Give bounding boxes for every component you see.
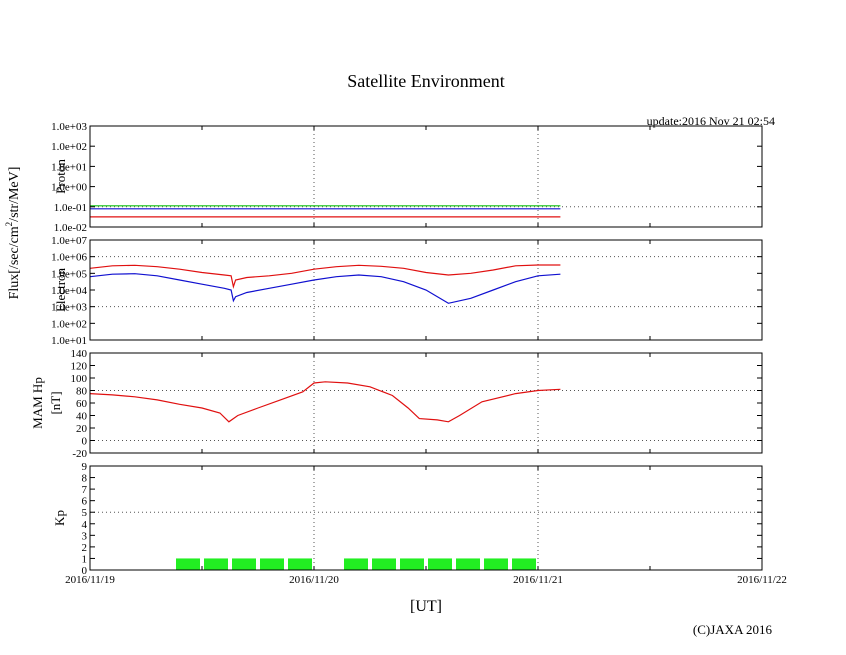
panel-electron: 1.0e+01 1.0e+02 1.0e+03 1.0e+04 1.0e+05 1.0e+…: [51, 235, 763, 347]
y-tick-label: 100: [71, 373, 88, 385]
y-tick-label: 1.0e+07: [51, 235, 87, 247]
kp-bar: [204, 558, 228, 570]
y-tick-label: 140: [71, 348, 88, 360]
y-tick-label: 8: [82, 473, 88, 485]
y-tick-label: 1.0e+00: [51, 182, 87, 194]
y-tick-label: 80: [76, 386, 88, 398]
flux-label-rest: /str/MeV]: [7, 167, 22, 222]
y-tick-label: 20: [76, 423, 88, 435]
kp-bar: [456, 558, 480, 570]
x-axis-label: [UT]: [410, 598, 442, 615]
panel-proton: 1.0e-02 1.0e-01 1.0e+00 1.0e+01 1.0e+02 1.0e+…: [51, 121, 763, 234]
kp-bar: [484, 558, 508, 570]
y-tick-label: 1.0e+03: [51, 121, 87, 133]
copyright: (C)JAXA 2016: [693, 622, 773, 637]
flux-axis-label: Flux[/sec/cm2/str/MeV]: [4, 167, 22, 300]
chart-title: Satellite Environment: [347, 71, 504, 91]
y-tick-label: 1: [82, 553, 88, 565]
panel-frame: [89, 125, 763, 228]
y-tick-label: 1.0e+01: [51, 161, 87, 173]
kp-bar: [428, 558, 452, 570]
y-tick-label: 1.0e+04: [51, 285, 87, 297]
y-tick-label: 1.0e-02: [54, 222, 87, 234]
kp-bar: [176, 558, 200, 570]
y-tick-label: 1.0e-01: [54, 202, 87, 214]
y-tick-label: 0: [82, 436, 88, 448]
proton-y-axis-label: Proton: [53, 159, 68, 194]
y-tick-label: 0: [82, 565, 88, 577]
x-tick-label: 2016/11/19: [65, 574, 115, 586]
mam-y-axis-label: MAM Hp: [30, 377, 45, 429]
x-tick-label: 2016/11/21: [513, 574, 563, 586]
y-tick-label: 6: [82, 496, 88, 508]
mam-y-axis-unit-label: [nT]: [48, 391, 63, 414]
y-tick-label: 7: [82, 484, 88, 496]
y-tick-label: 1.0e+06: [51, 252, 87, 264]
flux-label-superscript: 2: [4, 222, 14, 227]
y-tick-label: 1.0e+05: [51, 268, 87, 280]
y-tick-label: 1.0e+01: [51, 335, 87, 347]
kp-bar: [512, 558, 536, 570]
panel-frame: [89, 465, 763, 571]
y-tick-label: 1.0e+03: [51, 302, 87, 314]
x-tick-label: 2016/11/22: [737, 574, 787, 586]
kp-bar: [344, 558, 368, 570]
electron-y-axis-label: Electron: [53, 267, 68, 312]
y-tick-label: 2: [82, 542, 88, 554]
electron-series-red: [89, 264, 561, 290]
panel-frame: [89, 352, 763, 454]
y-tick-label: -20: [72, 448, 87, 460]
y-tick-label: 40: [76, 411, 88, 423]
y-tick-label: 4: [82, 519, 88, 531]
y-tick-label: 1.0e+02: [51, 141, 87, 153]
y-tick-label: 60: [76, 398, 88, 410]
kp-bar: [372, 558, 396, 570]
kp-y-axis-label: Kp: [52, 510, 67, 526]
mam-series-red: [89, 381, 561, 423]
y-tick-label: 3: [82, 530, 88, 542]
flux-label-base: Flux[/sec/cm: [7, 226, 22, 299]
x-axis-ticks: 2016/11/19 2016/11/20 2016/11/21 2016/11/22: [65, 574, 787, 586]
kp-bar: [288, 558, 312, 570]
update-timestamp: update:2016 Nov 21 02:54: [647, 114, 775, 128]
electron-series-blue: [89, 273, 561, 304]
y-tick-label: 5: [82, 507, 88, 519]
chart-panels: 1.0e-021.0e-011.0e+001.0e+011.0e+021.0e+…: [30, 121, 763, 577]
kp-bar: [260, 558, 284, 570]
y-tick-label: 1.0e+02: [51, 318, 87, 330]
y-tick-label: 9: [82, 461, 88, 473]
x-tick-label: 2016/11/20: [289, 574, 339, 586]
y-tick-label: 120: [71, 361, 88, 373]
kp-bar: [232, 558, 256, 570]
kp-bar: [400, 558, 424, 570]
